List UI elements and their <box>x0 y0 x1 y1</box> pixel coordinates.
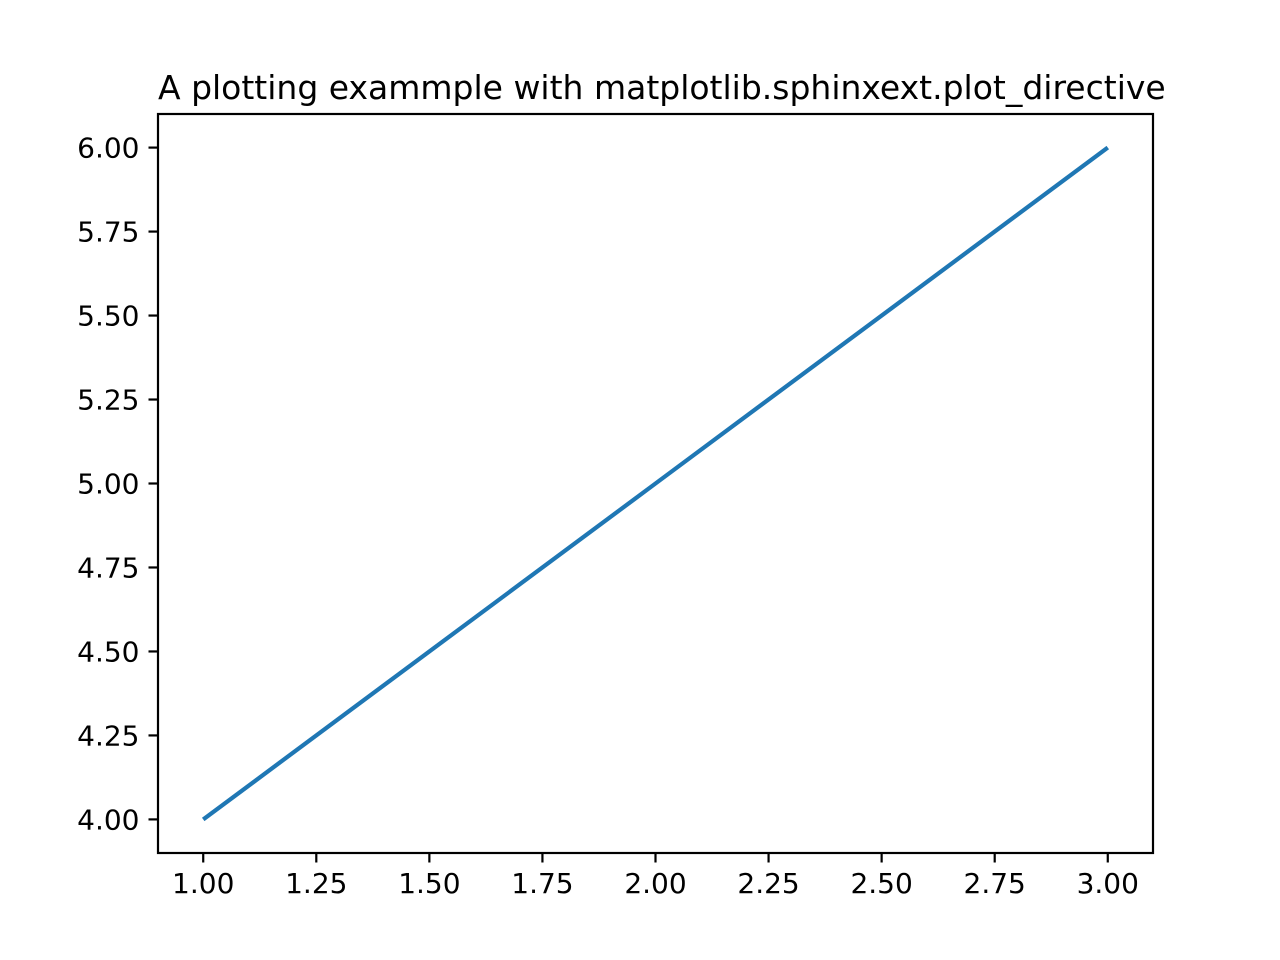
y-tick-label: 5.00 <box>77 468 139 501</box>
x-tick-label: 3.00 <box>1077 867 1139 900</box>
y-tick-label: 5.25 <box>77 384 139 417</box>
x-tick-label: 1.75 <box>511 867 573 900</box>
y-tick-label: 4.25 <box>77 719 139 752</box>
series-line <box>201 145 1110 822</box>
y-tick-label: 4.50 <box>77 635 139 668</box>
y-tick-label: 4.75 <box>77 551 139 584</box>
x-tick-label: 1.00 <box>172 867 234 900</box>
y-tick-label: 5.75 <box>77 216 139 249</box>
chart-title: A plotting exammple with matplotlib.sphi… <box>158 68 1166 107</box>
x-tick-label: 1.50 <box>398 867 460 900</box>
x-tick-label: 2.50 <box>850 867 912 900</box>
x-tick-label: 1.25 <box>285 867 347 900</box>
y-tick-label: 5.50 <box>77 300 139 333</box>
x-tick-label: 2.25 <box>737 867 799 900</box>
y-tick-label: 4.00 <box>77 803 139 836</box>
y-tick-label: 6.00 <box>77 132 139 165</box>
x-tick-label: 2.00 <box>624 867 686 900</box>
x-tick-label: 2.75 <box>964 867 1026 900</box>
